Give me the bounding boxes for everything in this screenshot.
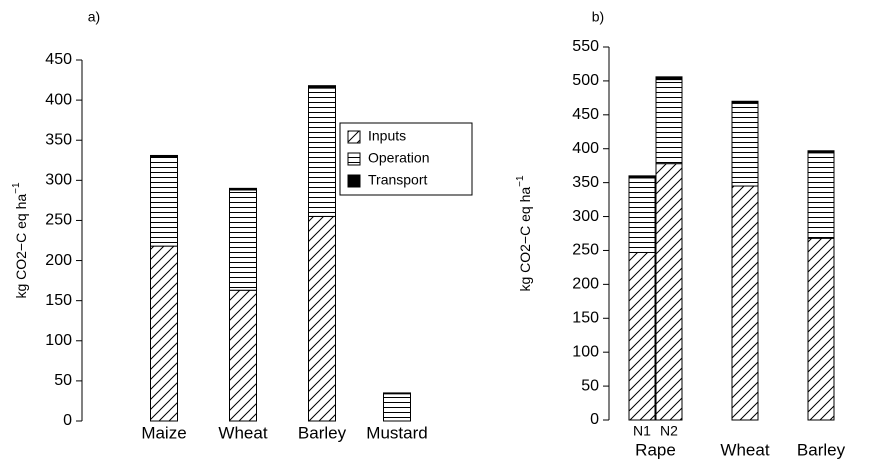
bar-segment <box>308 85 336 89</box>
y-tick-label: 450 <box>45 51 72 68</box>
y-tick-label: 400 <box>45 91 72 108</box>
legend-swatch <box>347 130 361 144</box>
y-tick-label: 250 <box>45 212 72 229</box>
bar-segment <box>229 289 257 422</box>
y-tick-label: 200 <box>45 252 72 269</box>
y-tick-label: 50 <box>581 377 599 394</box>
y-tick-label: 100 <box>572 343 599 360</box>
y-axis-label-text: kg CO2−C eq ha <box>517 187 533 292</box>
bar-segment <box>229 189 257 291</box>
y-tick-label: 0 <box>63 412 72 429</box>
y-tick-label: 250 <box>572 242 599 259</box>
bar-segment <box>807 150 835 154</box>
bar-segment <box>655 79 683 165</box>
legend-label: Operation <box>368 150 429 166</box>
x-tick-label: Mustard <box>366 423 427 442</box>
bar-segment <box>308 87 336 217</box>
y-axis-label: kg CO2−C eq ha−1 <box>515 175 533 292</box>
x-tick-label: Wheat <box>218 423 267 442</box>
bar-segment <box>731 100 759 104</box>
bar-segment <box>731 185 759 421</box>
legend-box <box>339 122 473 196</box>
legend-label: Inputs <box>368 128 406 144</box>
bar-segment <box>655 163 683 421</box>
y-tick-label: 300 <box>45 172 72 189</box>
y-tick-label: 350 <box>45 131 72 148</box>
bar-segment <box>628 251 656 421</box>
y-tick-label: 350 <box>572 174 599 191</box>
x-tick-label: Barley <box>298 423 347 442</box>
bar-segment <box>229 187 257 191</box>
x-group-label: Barley <box>797 440 846 459</box>
y-tick-label: 450 <box>572 106 599 123</box>
x-tick-label: Maize <box>141 423 186 442</box>
x-subtick-label: N2 <box>660 423 678 439</box>
legend-swatch <box>347 174 361 188</box>
y-tick-label: 300 <box>572 208 599 225</box>
y-tick-label: 150 <box>572 309 599 326</box>
bar-segment <box>628 177 656 253</box>
y-axis-label-sup: −1 <box>515 175 526 187</box>
y-tick-label: 500 <box>572 72 599 89</box>
panel-label: a) <box>88 9 100 25</box>
x-group-label: Rape <box>635 440 676 459</box>
y-tick-label: 0 <box>590 411 599 428</box>
y-tick-label: 550 <box>572 38 599 55</box>
y-tick-label: 400 <box>572 140 599 157</box>
y-axis-label-text: kg CO2−C eq ha <box>13 194 29 299</box>
bar-segment <box>731 102 759 187</box>
panel-label: b) <box>592 9 604 25</box>
legend-label: Transport <box>368 172 428 188</box>
x-group-label: Wheat <box>720 440 769 459</box>
bar-segment <box>807 152 835 239</box>
y-tick-label: 100 <box>45 332 72 349</box>
y-tick-label: 50 <box>54 372 72 389</box>
legend-swatch <box>347 152 361 166</box>
y-axis-label-sup: −1 <box>11 182 22 194</box>
y-tick-label: 200 <box>572 276 599 293</box>
bar-segment <box>807 237 835 421</box>
bar-segment <box>383 393 411 422</box>
bar-segment <box>308 215 336 422</box>
bar-segment <box>383 392 411 395</box>
bar-segment <box>655 76 683 81</box>
bar-segment <box>628 175 656 179</box>
x-subtick-label: N1 <box>633 423 651 439</box>
bar-segment <box>150 245 178 422</box>
y-tick-label: 150 <box>45 292 72 309</box>
bar-segment <box>150 154 178 158</box>
bar-segment <box>150 156 178 247</box>
y-axis-label: kg CO2−C eq ha−1 <box>11 182 29 299</box>
